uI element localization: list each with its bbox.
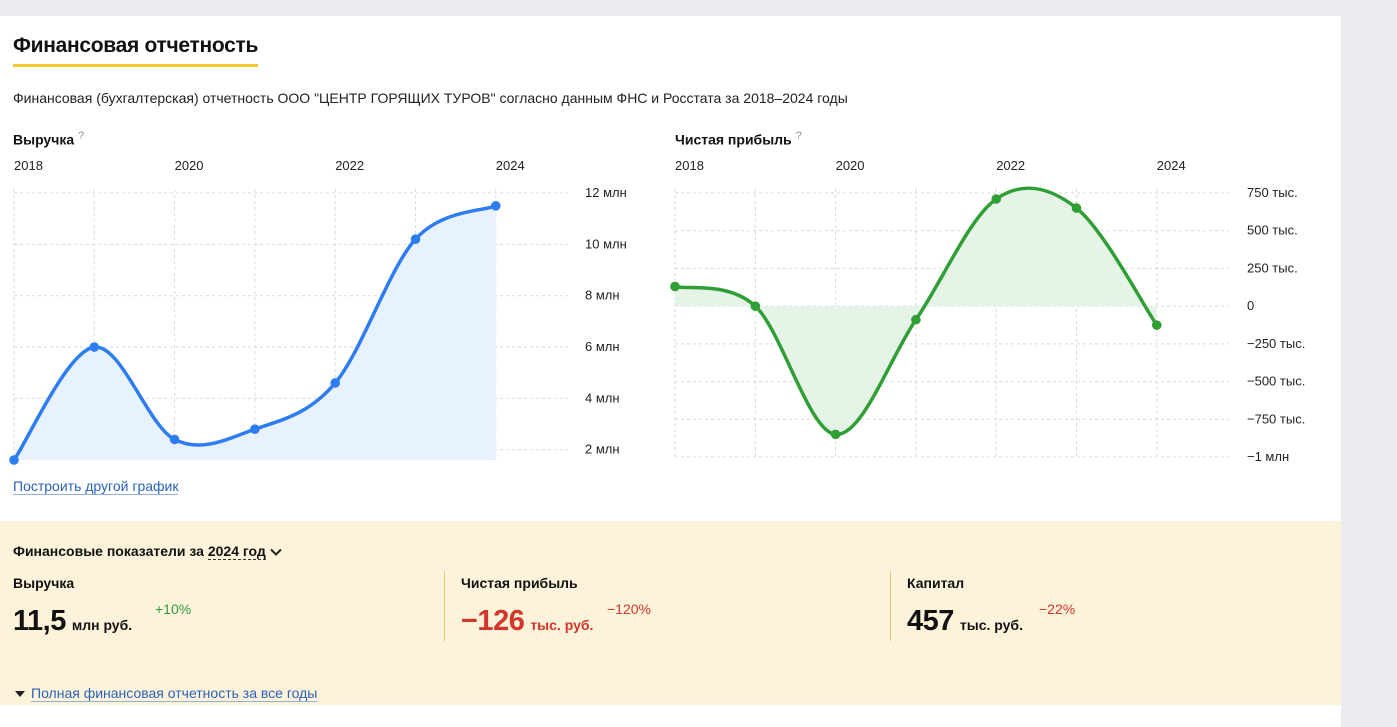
- profit-x-tick-label: 2024: [1157, 158, 1186, 173]
- revenue-point[interactable]: [89, 342, 100, 352]
- metric-revenue-label: Выручка: [13, 575, 75, 591]
- revenue-point[interactable]: [330, 378, 341, 388]
- profit-x-tick-label: 2018: [675, 158, 704, 173]
- metric-revenue-value: 11,5: [13, 605, 66, 637]
- revenue-chart-title-text: Выручка: [13, 131, 75, 148]
- year-select-label: 2024 год: [207, 543, 266, 559]
- profit-chart-title-text: Чистая прибыль: [675, 131, 792, 148]
- metric-profit-value-wrap: −126 тыс. руб.: [461, 605, 593, 638]
- metric-capital-change: −22%: [1039, 601, 1076, 617]
- metric-capital-unit: тыс. руб.: [959, 617, 1023, 633]
- profit-y-tick-label: 250 тыс.: [1247, 260, 1298, 275]
- revenue-x-tick-label: 2024: [496, 158, 525, 173]
- profit-x-tick-label: 2020: [836, 158, 865, 173]
- revenue-y-tick-label: 12 млн: [585, 185, 627, 200]
- revenue-point[interactable]: [410, 234, 421, 245]
- metric-revenue-value-wrap: 11,5 млн руб.: [13, 605, 132, 638]
- profit-point[interactable]: [1071, 203, 1082, 213]
- profit-point[interactable]: [911, 314, 921, 325]
- revenue-x-tick-label: 2018: [14, 158, 43, 173]
- revenue-y-tick-label: 8 млн: [585, 288, 620, 303]
- metric-capital-label: Капитал: [907, 575, 965, 591]
- profit-point[interactable]: [830, 429, 841, 440]
- profit-y-tick-label: −1 млн: [1247, 449, 1289, 464]
- revenue-y-tick-label: 10 млн: [585, 236, 627, 251]
- revenue-x-tick-label: 2022: [335, 158, 364, 173]
- full-report-link[interactable]: Полная финансовая отчетность за все годы: [15, 685, 318, 702]
- revenue-x-tick-label: 2020: [175, 158, 204, 173]
- profit-chart: 750 тыс. 500 тыс. 250 тыс. 0 −250 тыс. −500 т…: [670, 158, 1305, 464]
- full-report-link-text: Полная финансовая отчетность за все годы: [31, 685, 318, 702]
- metric-profit-change: −120%: [607, 601, 651, 617]
- profit-point[interactable]: [991, 194, 1001, 204]
- profit-chart-title: Чистая прибыль?: [675, 130, 802, 148]
- metric-profit-value: −126: [461, 605, 525, 637]
- triangle-down-icon: [15, 691, 25, 698]
- profit-area: [675, 188, 1157, 435]
- revenue-help-icon[interactable]: ?: [78, 130, 85, 142]
- revenue-y-tick-label: 4 млн: [585, 390, 620, 405]
- profit-y-tick-label: −750 тыс.: [1247, 411, 1305, 426]
- revenue-point[interactable]: [250, 424, 260, 434]
- metric-profit: Чистая прибыль −126 тыс. руб. −120%: [461, 575, 881, 641]
- profit-point[interactable]: [1152, 320, 1162, 330]
- build-other-chart-link[interactable]: Построить другой график: [13, 478, 179, 495]
- metric-divider: [444, 571, 445, 641]
- profit-y-tick-label: −500 тыс.: [1247, 374, 1305, 389]
- revenue-chart-title: Выручка?: [13, 130, 84, 148]
- chevron-down-icon[interactable]: [270, 548, 282, 557]
- profit-x-tick-label: 2022: [996, 158, 1025, 173]
- revenue-y-tick-label: 2 млн: [585, 442, 620, 457]
- metric-profit-unit: тыс. руб.: [530, 617, 594, 633]
- metric-revenue-unit: млн руб.: [71, 617, 133, 633]
- financial-reporting-card: Финансовая отчетность Финансовая (бухгал…: [0, 16, 1341, 727]
- indicators-heading-text: Финансовые показатели за: [13, 543, 204, 559]
- metric-revenue-change: +10%: [155, 601, 192, 617]
- revenue-y-tick-label: 6 млн: [585, 339, 620, 354]
- section-subtitle: Финансовая (бухгалтерская) отчетность ОО…: [13, 90, 848, 106]
- revenue-point[interactable]: [491, 201, 501, 211]
- metric-divider: [890, 571, 891, 641]
- indicators-heading: Финансовые показатели за 2024 год: [13, 543, 282, 560]
- revenue-chart: 2 млн 4 млн 6 млн 8 млн 10 млн 12 млн 2018 2020…: [9, 158, 627, 465]
- revenue-area: [14, 205, 496, 460]
- revenue-point[interactable]: [169, 434, 180, 445]
- financial-indicators-panel: Финансовые показатели за 2024 год Выручк…: [0, 521, 1341, 705]
- revenue-point[interactable]: [9, 455, 19, 465]
- year-select[interactable]: 2024 год: [207, 543, 266, 560]
- metric-revenue: Выручка 11,5 млн руб. +10%: [13, 575, 433, 641]
- profit-y-tick-label: 0: [1247, 298, 1254, 313]
- profit-y-tick-label: 500 тыс.: [1247, 223, 1298, 238]
- metric-capital-value-wrap: 457 тыс. руб.: [907, 605, 1023, 638]
- metric-capital-value: 457: [907, 605, 954, 637]
- profit-help-icon[interactable]: ?: [795, 130, 802, 142]
- section-title: Финансовая отчетность: [13, 34, 258, 67]
- profit-point[interactable]: [670, 281, 680, 292]
- profit-point[interactable]: [750, 301, 761, 311]
- metric-capital: Капитал 457 тыс. руб. −22%: [907, 575, 1327, 641]
- profit-y-tick-label: 750 тыс.: [1247, 185, 1298, 200]
- profit-y-tick-label: −250 тыс.: [1247, 336, 1305, 351]
- metric-profit-label: Чистая прибыль: [461, 575, 578, 591]
